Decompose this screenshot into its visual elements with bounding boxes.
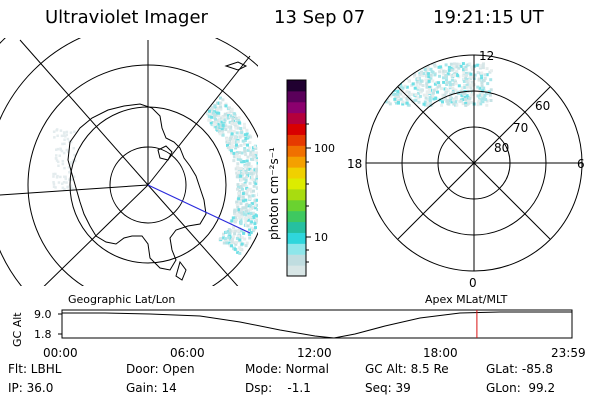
seq-readout: Seq: 39	[365, 381, 411, 395]
right-panel-title: Apex MLat/MLT	[425, 293, 508, 306]
antarctica-coastline	[67, 103, 207, 271]
ip-readout: IP: 36.0	[8, 381, 54, 395]
colorbar-cell	[287, 167, 306, 179]
colorbar-cell	[287, 265, 306, 277]
altitude-timeline: GC Alt 9.0 1.8 00:00 06:00 12:00 18:00 2…	[11, 308, 586, 360]
colorbar-cell	[287, 123, 306, 135]
timeline-ytick-high: 9.0	[34, 308, 52, 321]
timeline-ytick-low: 1.8	[34, 328, 52, 341]
timeline-y-title: GC Alt	[11, 312, 24, 347]
dsp-readout: Dsp: -1.1	[245, 381, 311, 395]
colorbar-tick-10: 10	[314, 231, 328, 244]
date-label: 13 Sep 07	[274, 7, 366, 28]
time-label: 19:21:15 UT	[433, 7, 544, 28]
timeline-xtick-1800: 18:00	[423, 346, 458, 360]
geographic-map	[0, 38, 258, 286]
lat-label-70: 70	[513, 121, 528, 135]
colorbar: 100 10 photon cm⁻²s⁻¹	[267, 79, 335, 277]
timeline-xtick-2359: 23:59	[551, 346, 586, 360]
colorbar-cell	[287, 156, 306, 168]
glon-readout: GLon: 99.2	[486, 381, 556, 395]
mlt-label-right: 6	[577, 157, 585, 171]
mlt-label-bottom: 0	[469, 276, 477, 290]
colorbar-cell	[287, 199, 306, 212]
instrument-title: Ultraviolet Imager	[45, 7, 208, 28]
colorbar-cell	[287, 232, 306, 244]
spacecraft-track	[147, 184, 251, 234]
colorbar-cell	[287, 145, 306, 157]
colorbar-cell	[287, 210, 306, 223]
colorbar-cell	[287, 112, 306, 125]
magnetic-grid: 12 18 6 0 60 70 80	[347, 49, 585, 290]
door-readout: Door: Open	[126, 362, 195, 376]
colorbar-unit-label: photon cm⁻²s⁻¹	[267, 147, 281, 240]
colorbar-cell	[287, 188, 306, 201]
glat-readout: GLat: -85.8	[486, 362, 553, 376]
colorbar-cell	[287, 90, 306, 103]
aurora-emission-right	[382, 62, 493, 107]
lat-label-80: 80	[494, 141, 509, 155]
gain-readout: Gain: 14	[126, 381, 177, 395]
longitude-lines	[0, 39, 251, 286]
colorbar-cell	[287, 243, 306, 255]
timeline-xtick-0600: 06:00	[170, 346, 205, 360]
left-panel-title: Geographic Lat/Lon	[68, 293, 175, 306]
lat-label-60: 60	[535, 99, 550, 113]
colorbar-cell	[287, 221, 306, 233]
mlt-label-left: 18	[347, 157, 362, 171]
colorbar-cell	[287, 101, 306, 114]
mlt-label-top: 12	[479, 49, 494, 63]
colorbar-cell	[287, 80, 306, 92]
filter-readout: Flt: LBHL	[8, 362, 62, 376]
altitude-curve	[62, 311, 572, 339]
timeline-xtick-0000: 00:00	[43, 346, 78, 360]
colorbar-tick-100: 100	[314, 142, 335, 155]
colorbar-cell	[287, 178, 306, 190]
colorbar-cell	[287, 134, 306, 146]
timeline-xtick-1200: 12:00	[297, 346, 332, 360]
gc-alt-readout: GC Alt: 8.5 Re	[365, 362, 449, 376]
mode-readout: Mode: Normal	[245, 362, 329, 376]
colorbar-cell	[287, 254, 306, 266]
aurora-emission-left	[52, 96, 258, 255]
